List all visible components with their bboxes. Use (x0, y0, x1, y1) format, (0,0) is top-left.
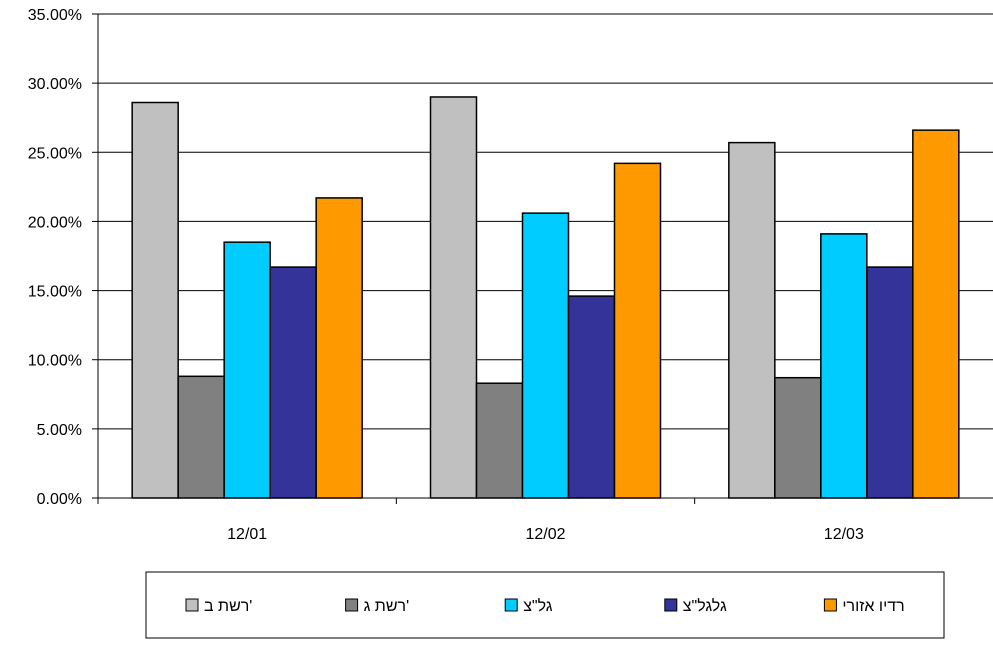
legend-label: רדיו אזורי (842, 598, 904, 615)
bar (774, 376, 822, 499)
bar (613, 162, 662, 499)
bar (131, 101, 179, 499)
bar (315, 197, 363, 499)
legend-label: רשת ב' (204, 598, 252, 615)
bar (912, 129, 960, 499)
y-tick-label: 30.00% (28, 76, 82, 93)
y-tick-label: 25.00% (28, 145, 82, 162)
y-tick-label: 10.00% (28, 353, 82, 370)
y-tick-label: 15.00% (28, 284, 82, 301)
x-axis-tick-labels: 12/01 12/02 12/03 (227, 526, 864, 543)
legend-label: גלגל"צ (683, 597, 727, 615)
x-tick-label: 12/01 (227, 526, 267, 543)
legend-box (145, 571, 945, 639)
bar (728, 141, 776, 499)
bar (223, 241, 271, 499)
legend-swatch (185, 598, 199, 612)
bars (131, 96, 960, 499)
legend: רשת ב' רשת ג' גל"צ גלגל"צ רדיו אזורי (145, 571, 945, 639)
bar (429, 96, 478, 499)
x-tick-label: 12/02 (525, 526, 565, 543)
y-tick-label: 5.00% (37, 422, 82, 439)
legend-swatch (823, 598, 837, 612)
legend-swatch (504, 598, 518, 612)
x-tick-label: 12/03 (824, 526, 864, 543)
legend-swatch (345, 598, 359, 612)
axes (92, 13, 993, 504)
legend-label: רשת ג' (364, 598, 410, 615)
y-tick-label: 35.00% (28, 7, 82, 24)
bar (521, 212, 570, 499)
bar (177, 375, 225, 499)
bar (475, 382, 524, 499)
bar (866, 266, 914, 499)
bar (820, 233, 868, 499)
y-tick-label: 20.00% (28, 214, 82, 231)
bar (269, 266, 317, 499)
bar (567, 295, 616, 499)
legend-label: גל"צ (523, 597, 553, 615)
legend-swatch (664, 598, 678, 612)
y-axis-tick-labels: 0.00% 5.00% 10.00% 15.00% 20.00% 25.00% 30.00%… (28, 7, 82, 508)
y-tick-label: 0.00% (37, 491, 82, 508)
